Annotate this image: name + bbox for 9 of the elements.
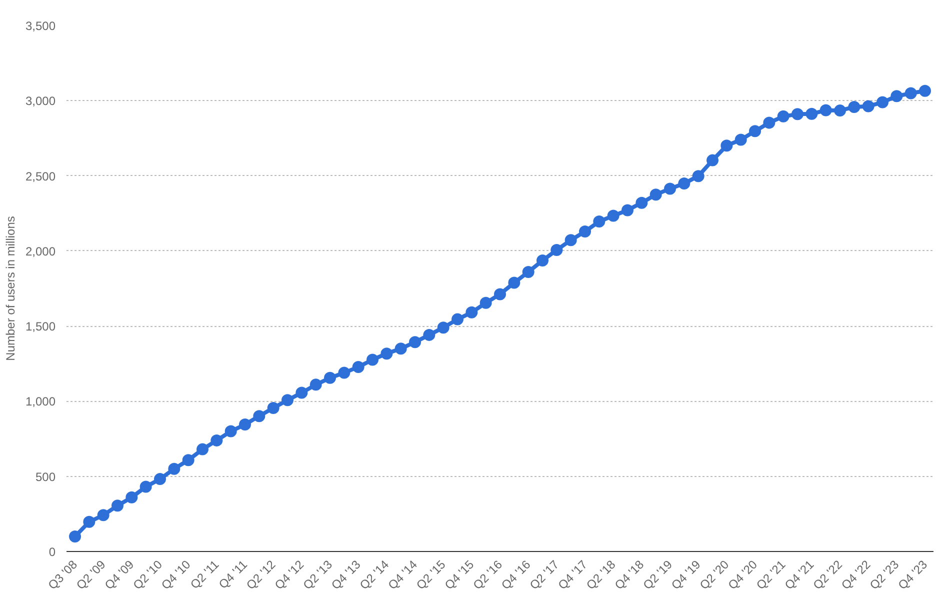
y-tick-label: 500 xyxy=(35,470,56,484)
y-tick-label: 3,500 xyxy=(25,19,56,33)
y-tick-label: 3,000 xyxy=(25,94,56,108)
y-tick-label: 1,500 xyxy=(25,320,56,334)
y-tick-label: 1,000 xyxy=(25,394,56,409)
y-tick-label: 2,500 xyxy=(25,169,56,184)
y-tick-label: 0 xyxy=(48,545,56,559)
y-tick-label: 2,000 xyxy=(25,244,56,258)
y-axis-title: Number of users in millions xyxy=(3,216,18,361)
